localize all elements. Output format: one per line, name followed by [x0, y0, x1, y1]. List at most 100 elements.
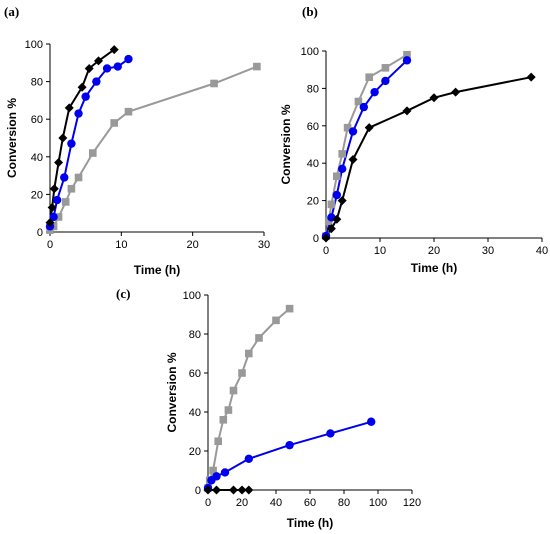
y-tick-label: 60	[31, 114, 43, 126]
x-tick-label: 10	[115, 239, 127, 251]
data-point-diamond	[244, 485, 254, 495]
series-line-circle	[207, 420, 372, 489]
data-point-diamond	[58, 133, 68, 143]
y-axis-label: Conversion %	[165, 352, 179, 432]
data-point-square	[210, 79, 218, 88]
series-line-circle	[325, 59, 408, 237]
data-point-square	[209, 466, 217, 475]
data-point-diamond	[321, 233, 331, 243]
data-point-square	[324, 217, 333, 225]
data-point-square	[403, 50, 411, 59]
x-tick-label: 40	[536, 245, 548, 257]
y-tick-label: 80	[307, 83, 319, 95]
y-tick-label: 40	[307, 158, 319, 170]
y-tick-label: 20	[307, 196, 319, 208]
y-axis-label: Conversion %	[279, 104, 293, 184]
data-point-diamond	[203, 485, 213, 495]
data-point-circle	[285, 440, 294, 450]
series-line-square	[49, 65, 258, 231]
x-tick-label: 20	[187, 239, 199, 251]
data-point-square	[238, 369, 246, 377]
data-point-square	[327, 200, 336, 209]
x-axis-label: Time (h)	[287, 516, 333, 530]
data-point-diamond	[49, 184, 59, 194]
data-point-square	[89, 149, 97, 157]
x-axis-label: Time (h)	[134, 263, 180, 277]
data-point-square	[245, 349, 253, 358]
data-point-diamond	[451, 87, 461, 97]
data-point-circle	[113, 62, 122, 71]
chart-panel-2: (b) 0 20 40 60 80 100 0 10 20 30 40 Time (h) Conversi…	[279, 4, 548, 275]
data-point-diamond	[94, 56, 104, 66]
data-point-diamond	[45, 218, 55, 228]
y-tick-label: 0	[195, 485, 201, 497]
data-point-square	[272, 316, 280, 325]
data-point-circle	[49, 212, 58, 222]
y-tick-label: 100	[25, 39, 43, 51]
x-tick-label: 0	[205, 497, 211, 509]
data-point-square	[285, 304, 294, 313]
data-point-diamond	[402, 106, 412, 116]
x-tick-label: 10	[374, 245, 386, 257]
data-point-square	[255, 334, 263, 342]
chart-panel-3: (c) 0 20 40 60 80 100 0 20 40 60 80 100 120 Time (h) Co…	[116, 286, 421, 530]
x-tick-label: 0	[47, 239, 53, 251]
data-point-diamond	[77, 82, 87, 92]
x-tick-label: 20	[236, 497, 248, 509]
x-tick-label: 100	[369, 497, 387, 509]
data-point-square	[253, 62, 261, 71]
x-tick-label: 80	[338, 497, 350, 509]
data-point-diamond	[526, 72, 536, 82]
data-point-square	[224, 406, 233, 414]
series-line-diamond	[325, 76, 532, 239]
y-tick-label: 60	[189, 368, 201, 380]
data-point-circle	[244, 454, 253, 463]
data-point-circle	[60, 173, 69, 182]
data-point-diamond	[364, 123, 374, 133]
data-point-square	[354, 97, 363, 106]
data-point-square	[333, 172, 341, 181]
x-tick-label: 30	[482, 245, 494, 257]
data-point-circle	[402, 56, 412, 65]
data-point-square	[110, 119, 118, 127]
data-point-diamond	[326, 224, 336, 234]
y-tick-label: 80	[31, 77, 43, 89]
data-point-circle	[52, 195, 62, 205]
data-point-circle	[74, 109, 83, 118]
x-axis-label: Time (h)	[411, 261, 457, 275]
data-point-circle	[67, 139, 76, 148]
data-point-circle	[359, 102, 368, 112]
data-point-square	[365, 73, 373, 81]
data-point-diamond	[54, 157, 64, 167]
chart-panel-1: (a) 0 20 40 60 80 100 0 10 20 30 Time (h) Conversion…	[4, 4, 270, 277]
data-point-square	[61, 198, 70, 206]
data-point-diamond	[84, 63, 94, 73]
y-tick-label: 100	[301, 46, 319, 58]
data-point-circle	[212, 472, 221, 481]
data-point-diamond	[229, 485, 238, 495]
data-point-square	[74, 173, 83, 182]
data-point-square	[219, 416, 228, 424]
data-point-circle	[220, 468, 230, 477]
data-point-diamond	[429, 93, 439, 103]
data-point-square	[124, 107, 133, 116]
data-point-circle	[338, 164, 347, 174]
x-tick-label: 30	[258, 239, 270, 251]
panel-label: (b)	[302, 4, 318, 19]
y-tick-label: 20	[189, 446, 201, 458]
data-point-circle	[92, 77, 101, 86]
y-tick-label: 0	[313, 233, 319, 245]
y-tick-label: 40	[31, 152, 43, 164]
y-tick-label: 60	[307, 121, 319, 133]
data-point-circle	[381, 76, 390, 86]
data-point-diamond	[109, 45, 119, 55]
data-point-circle	[367, 417, 376, 426]
x-tick-label: 120	[403, 497, 421, 509]
data-point-circle	[102, 64, 112, 73]
data-point-square	[381, 64, 390, 72]
data-point-circle	[81, 92, 90, 101]
data-point-circle	[332, 190, 341, 200]
x-tick-label: 40	[270, 497, 282, 509]
panel-label: (c)	[116, 286, 130, 301]
data-point-diamond	[237, 485, 247, 495]
